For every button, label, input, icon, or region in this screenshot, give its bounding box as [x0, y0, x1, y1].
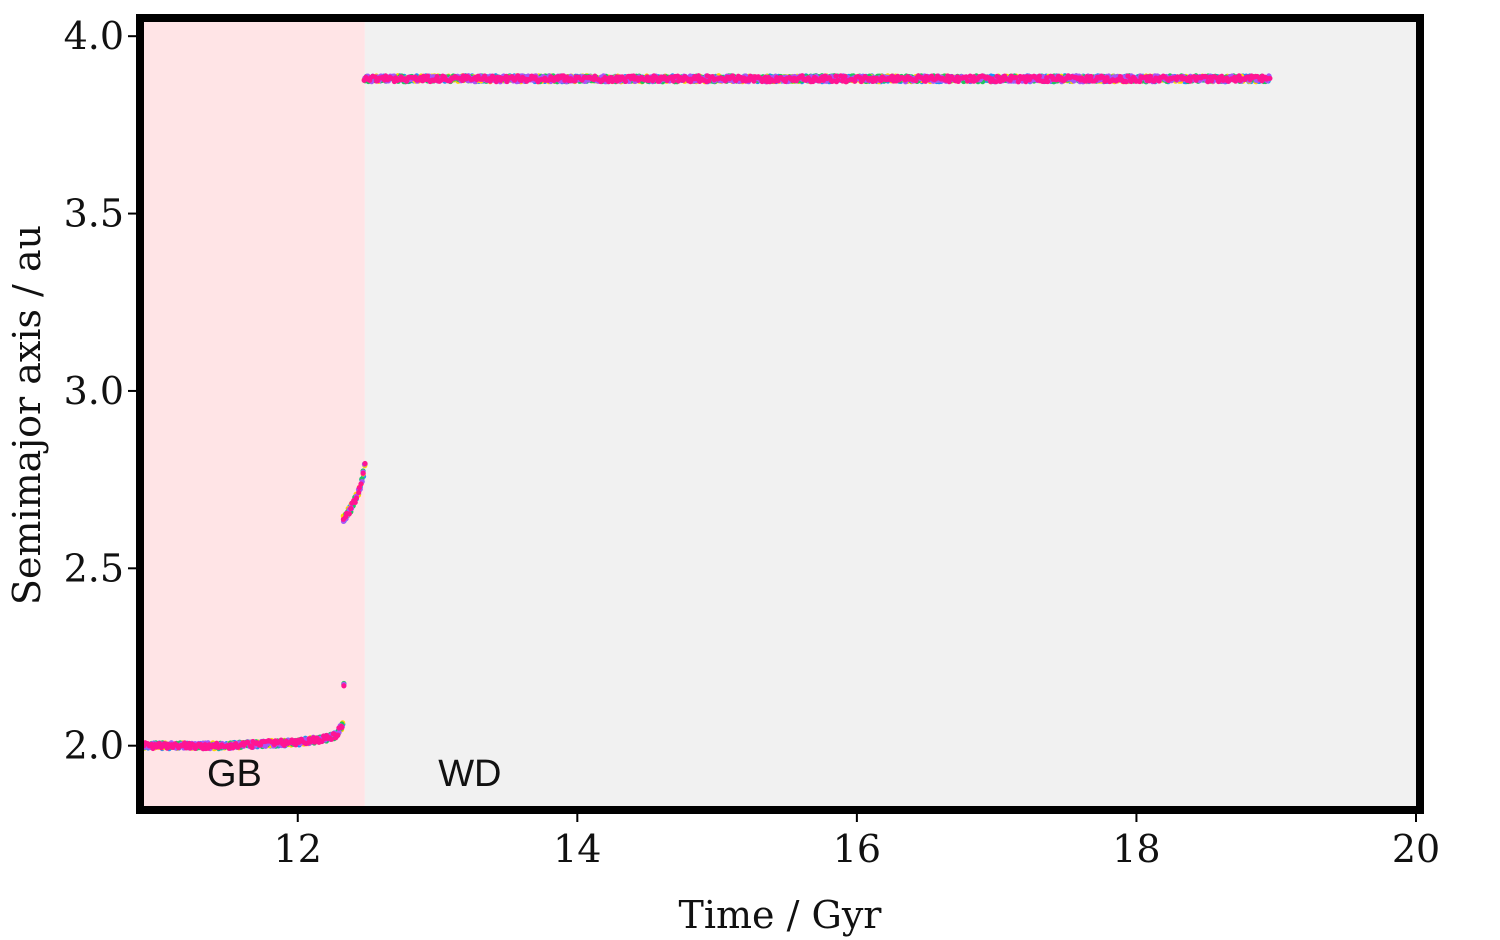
data-point: [670, 78, 676, 84]
region-label-gb: GB: [207, 753, 262, 795]
data-point: [434, 74, 440, 80]
data-point: [835, 77, 841, 83]
x-axis-title: Time / Gyr: [679, 893, 883, 937]
data-point: [341, 683, 347, 689]
data-point: [493, 79, 499, 85]
data-point: [1044, 75, 1050, 81]
region-labels: GB WD: [207, 753, 502, 795]
region-wd: [364, 22, 1416, 806]
data-point: [622, 78, 629, 85]
data-point: [353, 495, 360, 501]
y-axis-title: Semimajor axis / au: [5, 225, 49, 605]
data-point: [339, 724, 345, 731]
x-axis-ticks: 12 14 16 18 20: [274, 814, 1440, 871]
data-point: [230, 745, 236, 751]
data-point: [852, 78, 858, 84]
data-point: [356, 489, 362, 496]
region-gb: [144, 22, 365, 806]
data-point: [312, 739, 318, 745]
data-point: [1219, 73, 1225, 79]
y-tick-label: 2.5: [64, 546, 124, 590]
data-point: [352, 499, 358, 505]
data-point: [335, 732, 341, 738]
data-point: [833, 73, 839, 79]
data-point: [1015, 79, 1021, 85]
data-point: [515, 73, 521, 79]
data-point: [249, 744, 255, 750]
data-point: [1082, 78, 1088, 84]
y-tick-label: 3.0: [64, 369, 124, 413]
data-point: [1204, 74, 1210, 80]
data-point: [964, 78, 971, 84]
data-point: [1187, 78, 1193, 84]
x-tick-label: 18: [1112, 827, 1160, 871]
data-point: [1013, 74, 1019, 81]
data-point: [572, 78, 578, 84]
data-point: [993, 79, 999, 85]
data-point: [1036, 73, 1042, 79]
y-tick-label: 4.0: [64, 14, 124, 58]
data-point: [214, 740, 220, 746]
data-point: [482, 73, 488, 79]
data-point: [1215, 78, 1222, 85]
data-point: [156, 740, 163, 747]
phase-regions: [144, 22, 1416, 806]
x-tick-label: 12: [274, 827, 322, 871]
x-tick-label: 16: [833, 827, 881, 871]
x-tick-label: 14: [553, 827, 601, 871]
data-point: [1104, 75, 1110, 81]
data-point: [346, 511, 352, 517]
data-point: [170, 744, 176, 751]
x-tick-label: 20: [1392, 827, 1440, 871]
data-point: [1084, 74, 1090, 80]
data-point: [244, 739, 251, 745]
y-tick-label: 2.0: [64, 724, 124, 768]
data-points: [141, 73, 1273, 752]
data-point: [1208, 78, 1215, 84]
data-point: [348, 505, 354, 512]
data-point: [328, 736, 335, 742]
plot-frame: [136, 14, 1424, 814]
data-point: [842, 73, 848, 79]
data-point: [202, 742, 208, 748]
data-point: [1088, 73, 1094, 80]
data-point: [650, 78, 656, 84]
data-point: [358, 481, 364, 487]
data-point: [1267, 75, 1273, 81]
data-point: [751, 78, 757, 84]
data-point: [963, 74, 969, 80]
region-label-wd: WD: [438, 753, 501, 795]
y-axis-ticks: 2.0 2.5 3.0 3.5 4.0: [64, 14, 136, 768]
data-point: [360, 470, 366, 476]
data-point: [372, 74, 378, 80]
data-point: [1259, 78, 1265, 84]
data-point: [1045, 78, 1051, 85]
y-tick-label: 3.5: [64, 192, 124, 236]
data-point: [388, 75, 394, 81]
data-point: [1137, 78, 1143, 85]
data-point: [187, 745, 193, 751]
data-point: [362, 460, 368, 467]
data-point: [1123, 79, 1129, 85]
